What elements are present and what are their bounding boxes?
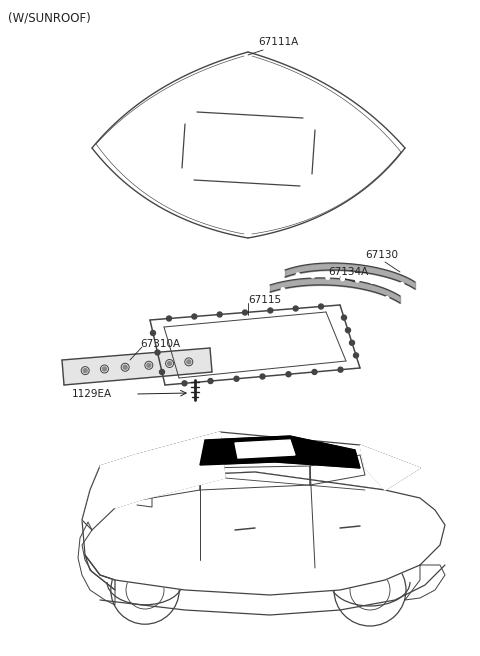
- Polygon shape: [82, 455, 140, 530]
- Circle shape: [385, 297, 389, 300]
- Polygon shape: [100, 455, 140, 508]
- Circle shape: [312, 369, 317, 375]
- Circle shape: [326, 291, 329, 295]
- Polygon shape: [360, 445, 420, 490]
- Polygon shape: [82, 466, 445, 595]
- Circle shape: [346, 328, 350, 333]
- Circle shape: [341, 293, 344, 297]
- Text: 67134A: 67134A: [328, 267, 368, 277]
- Circle shape: [356, 294, 359, 298]
- Circle shape: [83, 369, 87, 373]
- Circle shape: [123, 365, 127, 369]
- Polygon shape: [235, 440, 295, 458]
- Circle shape: [192, 314, 197, 319]
- Text: 67310A: 67310A: [140, 339, 180, 349]
- Text: 1129EA: 1129EA: [72, 389, 112, 399]
- Circle shape: [296, 273, 300, 276]
- Circle shape: [353, 353, 359, 358]
- Circle shape: [260, 374, 265, 379]
- Circle shape: [268, 308, 273, 313]
- Circle shape: [187, 360, 191, 364]
- Circle shape: [338, 367, 343, 372]
- Circle shape: [341, 315, 347, 320]
- Circle shape: [371, 295, 374, 299]
- Circle shape: [151, 331, 156, 335]
- Text: 67115: 67115: [248, 295, 281, 305]
- Circle shape: [102, 367, 107, 371]
- Circle shape: [234, 377, 239, 381]
- Circle shape: [319, 304, 324, 309]
- Circle shape: [147, 363, 151, 367]
- Circle shape: [208, 379, 213, 384]
- Circle shape: [311, 274, 315, 278]
- Circle shape: [385, 281, 389, 285]
- Circle shape: [155, 350, 160, 355]
- Circle shape: [242, 310, 248, 315]
- Polygon shape: [135, 432, 225, 500]
- Circle shape: [400, 283, 404, 286]
- Circle shape: [326, 276, 329, 279]
- Circle shape: [296, 289, 300, 293]
- Text: 67130: 67130: [365, 250, 398, 260]
- Polygon shape: [62, 348, 212, 385]
- Circle shape: [281, 288, 285, 291]
- Polygon shape: [200, 436, 360, 468]
- Circle shape: [217, 312, 222, 317]
- Circle shape: [182, 380, 187, 386]
- Text: (W/SUNROOF): (W/SUNROOF): [8, 12, 91, 24]
- Circle shape: [293, 306, 298, 311]
- Circle shape: [371, 279, 374, 283]
- Circle shape: [311, 291, 314, 294]
- Polygon shape: [100, 432, 420, 490]
- Circle shape: [168, 361, 171, 365]
- Circle shape: [286, 372, 291, 377]
- Circle shape: [167, 316, 171, 321]
- Text: 67111A: 67111A: [258, 37, 298, 47]
- Circle shape: [341, 277, 344, 281]
- Circle shape: [349, 340, 355, 345]
- Circle shape: [159, 369, 165, 375]
- Circle shape: [356, 278, 359, 282]
